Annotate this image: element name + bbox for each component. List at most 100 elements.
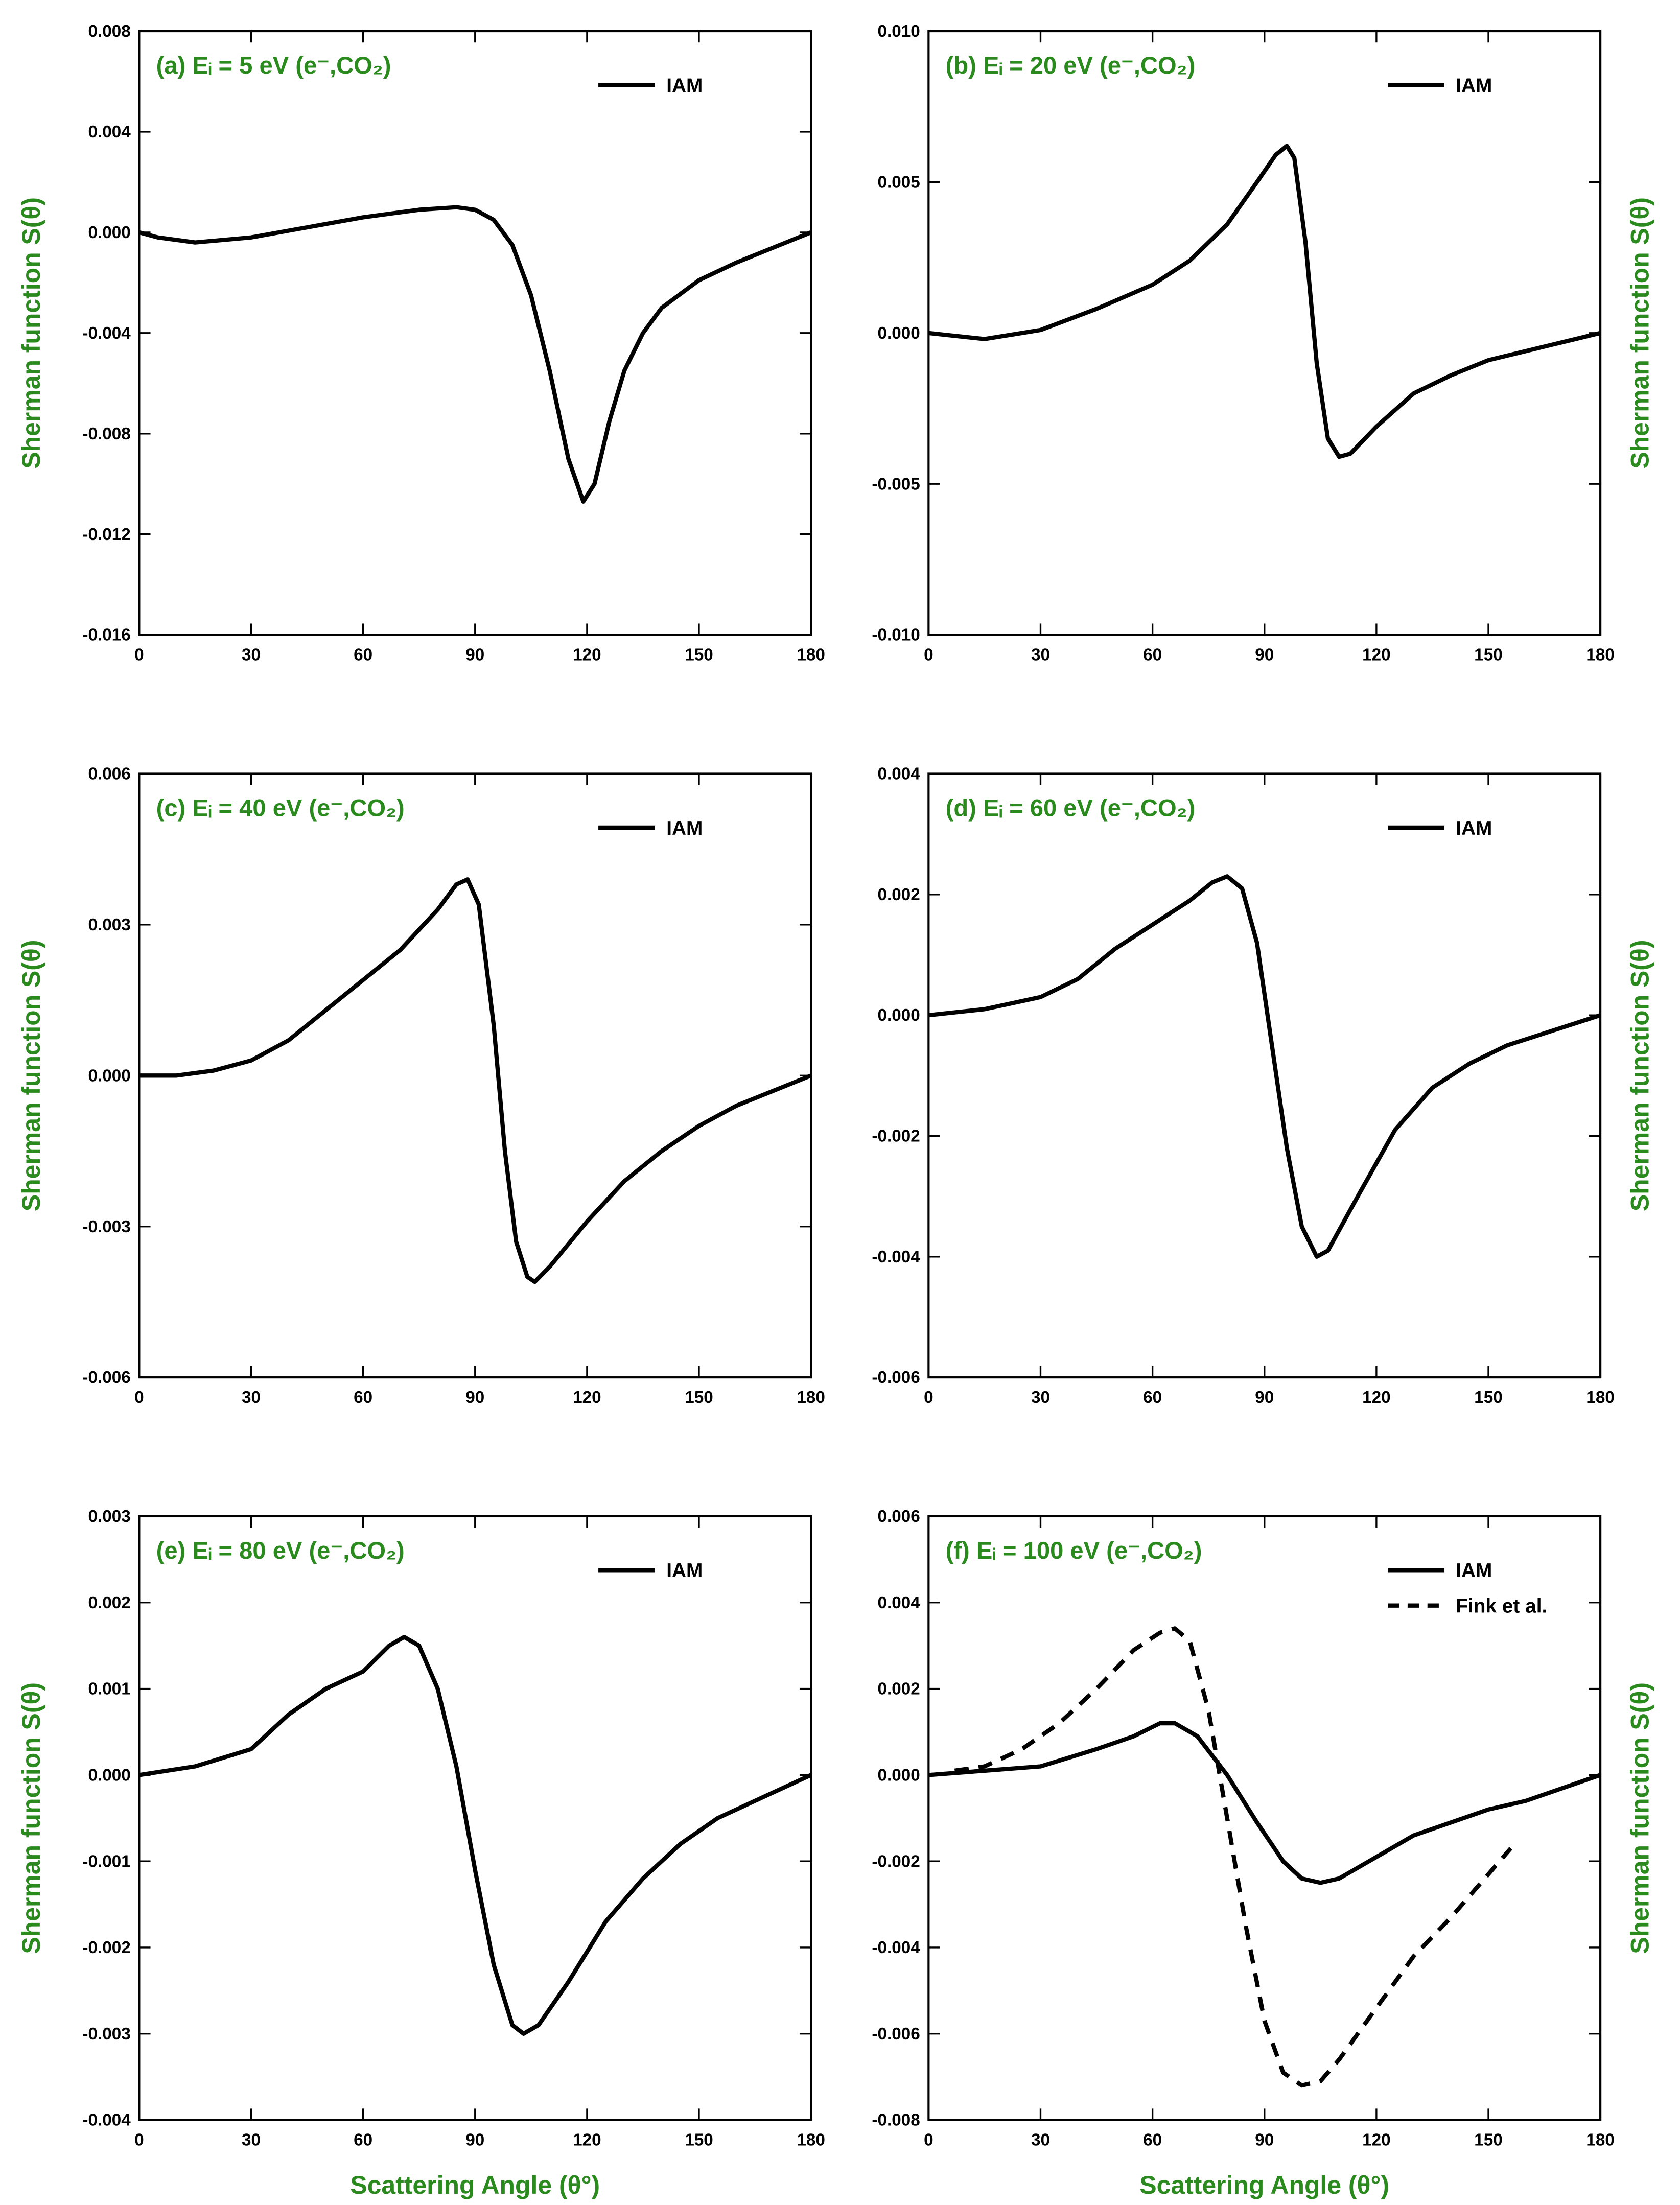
y-tick-label: 0.000 [877,1766,920,1785]
x-tick-label: 180 [1586,2131,1615,2150]
y-tick-label: -0.004 [872,1248,920,1266]
x-tick-label: 0 [924,1388,934,1407]
x-tick-label: 150 [685,646,713,665]
data-line [138,205,812,504]
y-tick-label: -0.008 [82,425,130,443]
y-tick-label: -0.004 [872,1938,920,1957]
y-tick-label: -0.004 [82,324,131,343]
data-line [954,1626,1512,2088]
x-tick-label: 180 [797,2131,825,2150]
y-tick-label: -0.008 [872,2111,920,2130]
panel: 0 30 60 90 120 150 180 -0.004 -0.003 -0.002 -0.001… [17,1507,825,2199]
y-axis-label: Sherman function S(θ) [1625,940,1654,1211]
y-tick-label: 0.002 [88,1593,130,1612]
y-axis-label: Sherman function S(θ) [1625,1682,1654,1954]
y-tick-label: -0.016 [82,626,130,645]
x-tick-label: 60 [354,646,372,665]
y-tick-label: -0.006 [82,1368,130,1387]
x-tick-label: 150 [1474,2131,1503,2150]
x-tick-label: 120 [573,1388,601,1407]
panel: 0 30 60 90 120 150 180 -0.010 -0.005 0.000 0.005 0.… [872,22,1654,664]
y-tick-label: 0.004 [877,765,920,784]
x-axis-label: Scattering Angle (θ°) [350,2171,600,2199]
y-tick-label: 0.006 [877,1507,920,1526]
x-tick-label: 120 [1362,646,1391,665]
x-tick-label: 90 [465,2131,484,2150]
panel: 0 30 60 90 120 150 180 -0.008 -0.006 -0.004 -0.002… [872,1507,1654,2199]
y-tick-label: -0.010 [872,626,920,645]
y-axis-label: Sherman function S(θ) [17,940,45,1211]
panel-title: (a) Eᵢ = 5 eV (e⁻,CO₂) [156,52,391,79]
panel-title: (e) Eᵢ = 80 eV (e⁻,CO₂) [156,1537,405,1564]
plot-frame [138,1515,812,2121]
y-tick-label: -0.006 [872,2025,920,2044]
y-tick-label: -0.002 [82,1938,130,1957]
y-tick-label: -0.012 [82,525,130,544]
plot-frame [138,30,812,636]
x-tick-label: 30 [242,2131,261,2150]
x-tick-label: 150 [685,1388,713,1407]
y-tick-label: 0.003 [88,916,130,934]
x-tick-label: 180 [1586,1388,1615,1407]
data-line [928,144,1601,459]
x-tick-label: 150 [685,2131,713,2150]
y-tick-label: 0.001 [88,1680,130,1699]
x-tick-label: 0 [924,646,934,665]
data-line [928,1721,1601,1885]
y-axis-label: Sherman function S(θ) [17,1682,45,1954]
legend-label: IAM [666,817,703,839]
x-tick-label: 180 [1586,646,1615,665]
y-tick-label: -0.006 [872,1368,920,1387]
x-tick-label: 60 [354,2131,372,2150]
x-tick-label: 60 [1143,2131,1162,2150]
y-tick-label: 0.000 [877,1006,920,1025]
y-tick-label: 0.000 [88,223,130,242]
panel: 0 30 60 90 120 150 180 -0.016 -0.012 -0.008 -0.004… [17,22,825,664]
x-tick-label: 60 [354,1388,372,1407]
x-tick-label: 0 [134,1388,144,1407]
y-axis-label: Sherman function S(θ) [1625,197,1654,469]
data-line [139,877,812,1284]
x-tick-label: 90 [465,1388,484,1407]
y-tick-label: 0.002 [877,885,920,904]
y-axis-label: Sherman function S(θ) [17,197,45,469]
y-tick-label: -0.005 [872,475,920,494]
legend-label: Fink et al. [1456,1596,1547,1617]
y-tick-label: -0.003 [82,1217,130,1236]
y-tick-label: 0.010 [877,22,920,41]
legend-label: IAM [1456,1560,1492,1582]
x-tick-label: 120 [573,2131,601,2150]
x-tick-label: 30 [1031,1388,1050,1407]
x-tick-label: 150 [1474,646,1503,665]
x-tick-label: 120 [1362,1388,1391,1407]
y-tick-label: 0.004 [877,1593,920,1612]
x-tick-label: 60 [1143,1388,1162,1407]
data-line [138,1635,812,2036]
x-tick-label: 30 [242,1388,261,1407]
y-tick-label: -0.002 [872,1127,920,1146]
panel-title: (d) Eᵢ = 60 eV (e⁻,CO₂) [946,794,1196,822]
x-tick-label: 120 [1362,2131,1391,2150]
plot-frame [927,772,1602,1379]
x-tick-label: 0 [924,2131,934,2150]
x-tick-label: 120 [573,646,601,665]
x-tick-label: 180 [797,646,825,665]
x-tick-label: 30 [1031,2131,1050,2150]
panel: 0 30 60 90 120 150 180 -0.006 -0.004 -0.002 0.000 0… [872,765,1654,1407]
y-tick-label: -0.002 [872,1852,920,1871]
y-tick-label: -0.004 [82,2111,131,2130]
x-tick-label: 150 [1474,1388,1503,1407]
x-tick-label: 0 [134,2131,144,2150]
x-tick-label: 180 [797,1388,825,1407]
y-tick-label: 0.000 [88,1766,130,1785]
y-tick-label: 0.000 [877,324,920,343]
y-tick-label: 0.004 [88,123,131,142]
y-tick-label: -0.001 [82,1852,130,1871]
y-tick-label: 0.006 [88,765,130,784]
y-tick-label: -0.003 [82,2025,130,2044]
data-line [928,874,1601,1259]
y-tick-label: 0.008 [88,22,130,41]
x-tick-label: 90 [1255,1388,1274,1407]
panel-title: (b) Eᵢ = 20 eV (e⁻,CO₂) [946,52,1196,79]
x-tick-label: 90 [465,646,484,665]
